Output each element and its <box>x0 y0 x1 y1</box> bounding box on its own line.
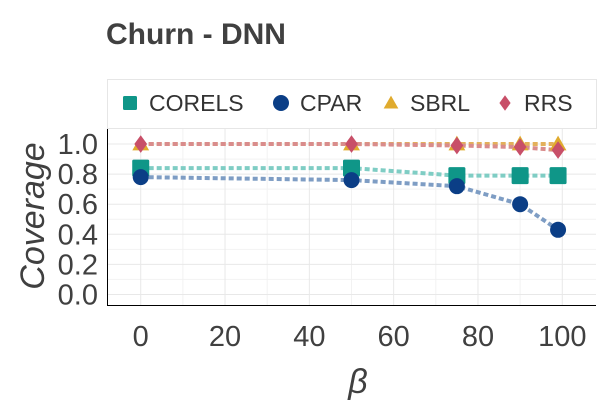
legend-marker-sbrl <box>383 95 399 109</box>
y-tick-label: 0.8 <box>58 159 98 191</box>
x-tick-label: 40 <box>293 321 325 353</box>
data-point-cpar <box>512 196 529 213</box>
legend-marker-corels <box>123 96 137 110</box>
x-axis-label: β <box>347 363 367 400</box>
y-tick-labels: 0.00.20.40.60.81.0 <box>58 129 98 311</box>
x-tick-label: 80 <box>462 321 494 353</box>
chart-title: Churn - DNN <box>106 18 286 51</box>
legend-box <box>107 79 597 129</box>
series-markers <box>132 135 567 238</box>
data-point-rrs <box>551 141 565 159</box>
data-point-corels <box>549 167 567 185</box>
data-point-corels <box>511 167 529 185</box>
y-tick-label: 0.2 <box>58 249 98 281</box>
x-tick-label: 60 <box>378 321 410 353</box>
data-point-rrs <box>450 136 464 155</box>
x-tick-labels: 0 20 40 60 80 100 <box>133 321 587 353</box>
data-point-cpar <box>343 172 360 189</box>
y-tick-label: 0.6 <box>58 189 98 221</box>
data-point-cpar <box>132 169 149 186</box>
axes <box>107 129 596 306</box>
x-tick-label: 100 <box>538 321 586 353</box>
x-tick-label: 0 <box>133 321 149 353</box>
legend-label-corels: CORELS <box>149 90 244 116</box>
legend-marker-rrs <box>499 95 511 111</box>
legend-label-cpar: CPAR <box>300 90 362 116</box>
data-point-corels <box>343 159 360 177</box>
y-tick-label: 0.4 <box>58 219 98 251</box>
legend-label-sbrl: SBRL <box>410 90 470 116</box>
y-tick-label: 0.0 <box>58 279 98 311</box>
legend-marker-cpar <box>273 95 289 111</box>
x-tick-label: 20 <box>209 321 241 353</box>
y-tick-label: 1.0 <box>58 129 98 161</box>
data-point-rrs <box>134 135 148 153</box>
grid <box>107 129 596 305</box>
y-axis-label: Coverage <box>14 142 52 289</box>
legend: CORELS CPAR SBRL RRS <box>123 90 573 116</box>
data-point-rrs <box>345 135 358 153</box>
data-point-cpar <box>448 178 465 195</box>
legend-label-rrs: RRS <box>524 90 573 116</box>
data-point-rrs <box>513 138 527 156</box>
data-point-cpar <box>550 221 567 238</box>
